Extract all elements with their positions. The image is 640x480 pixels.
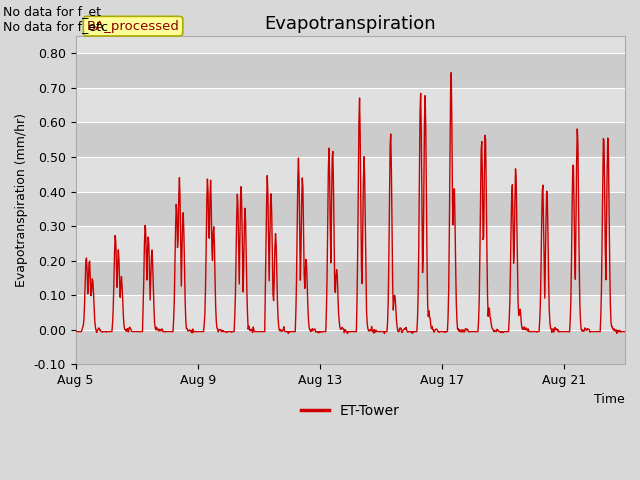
Y-axis label: Evapotranspiration (mm/hr): Evapotranspiration (mm/hr) (15, 113, 28, 287)
Bar (76, 261, 625, 295)
Title: Evapotranspiration: Evapotranspiration (264, 15, 436, 33)
Bar (76, 330, 625, 364)
Bar (76, 122, 625, 157)
Bar (76, 53, 625, 88)
Text: BA_processed: BA_processed (86, 20, 179, 33)
Bar (76, 192, 625, 226)
Text: No data for f_et
No data for f_etc: No data for f_et No data for f_etc (3, 5, 108, 33)
Legend: ET-Tower: ET-Tower (296, 398, 405, 423)
X-axis label: Time: Time (595, 393, 625, 406)
